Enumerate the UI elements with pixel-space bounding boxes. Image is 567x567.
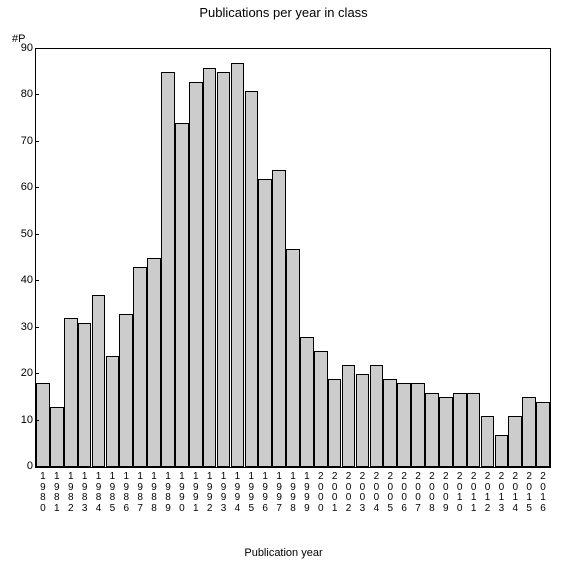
bar [300,337,314,467]
bar [439,397,453,467]
xtick-label: 2 0 1 0 [456,472,464,514]
bar [508,416,522,467]
xtick-label: 1 9 8 6 [122,472,130,514]
bar [50,407,64,467]
bar [370,365,384,467]
xtick-label: 2 0 0 0 [317,472,325,514]
ytick-mark [35,373,39,374]
xtick-label: 2 0 0 6 [400,472,408,514]
ytick-mark [35,420,39,421]
xtick-label: 2 0 1 3 [497,472,505,514]
xtick-label: 2 0 0 2 [345,472,353,514]
xtick-label: 1 9 8 5 [108,472,116,514]
xtick-label: 1 9 8 1 [53,472,61,514]
bar [78,323,92,467]
ytick-label: 70 [5,136,33,147]
bar [453,393,467,467]
bar [92,295,106,467]
bar [119,314,133,467]
xtick-label: 1 9 8 0 [39,472,47,514]
xtick-label: 2 0 0 7 [414,472,422,514]
xtick-label: 2 0 1 1 [470,472,478,514]
xtick-label: 2 0 0 5 [386,472,394,514]
bar [133,267,147,467]
ytick-mark [35,187,39,188]
bar [217,72,231,467]
xtick-label: 1 9 9 9 [303,472,311,514]
bar [495,435,509,468]
bar [536,402,550,467]
ytick-mark [35,94,39,95]
xtick-label: 1 9 9 4 [233,472,241,514]
bar [258,179,272,467]
ytick-mark [35,466,39,467]
xtick-label: 1 9 8 7 [136,472,144,514]
bar [203,68,217,467]
bar [397,383,411,467]
xtick-label: 1 9 9 6 [261,472,269,514]
xtick-label: 1 9 9 8 [289,472,297,514]
xtick-label: 2 0 0 8 [428,472,436,514]
bar [342,365,356,467]
xtick-label: 1 9 8 4 [95,472,103,514]
bar [161,72,175,467]
xtick-label: 1 9 8 3 [81,472,89,514]
ytick-label: 90 [5,43,33,54]
bar [481,416,495,467]
bar [356,374,370,467]
xtick-label: 2 0 0 9 [442,472,450,514]
xtick-label: 1 9 8 8 [150,472,158,514]
ytick-label: 50 [5,229,33,240]
ytick-label: 20 [5,368,33,379]
bar [467,393,481,467]
bar [383,379,397,467]
xtick-label: 2 0 0 1 [331,472,339,514]
ytick-mark [35,327,39,328]
bar [189,82,203,467]
bar [272,170,286,467]
ytick-label: 30 [5,322,33,333]
ytick-mark [35,280,39,281]
bar [314,351,328,467]
ytick-label: 0 [5,461,33,472]
bar [245,91,259,467]
xtick-label: 2 0 0 4 [372,472,380,514]
xtick-label: 1 9 8 9 [164,472,172,514]
plot-area [35,48,551,468]
ytick-label: 60 [5,182,33,193]
bar [147,258,161,467]
ytick-label: 40 [5,275,33,286]
bar [522,397,536,467]
ytick-mark [35,234,39,235]
xtick-label: 2 0 1 4 [511,472,519,514]
xtick-label: 2 0 1 5 [525,472,533,514]
bar [175,123,189,467]
xtick-label: 1 9 9 3 [220,472,228,514]
ytick-mark [35,141,39,142]
chart-title: Publications per year in class [0,5,567,20]
xtick-label: 2 0 1 6 [539,472,547,514]
x-axis-label: Publication year [0,547,567,559]
xtick-label: 2 0 1 2 [483,472,491,514]
xtick-label: 1 9 9 2 [206,472,214,514]
bar [328,379,342,467]
ytick-label: 80 [5,89,33,100]
ytick-mark [35,48,39,49]
xtick-label: 1 9 9 0 [178,472,186,514]
ytick-label: 10 [5,415,33,426]
xtick-label: 1 9 9 1 [192,472,200,514]
xtick-label: 1 9 8 2 [67,472,75,514]
bar [411,383,425,467]
bar [106,356,120,467]
xtick-label: 1 9 9 5 [247,472,255,514]
bar [36,383,50,467]
xtick-label: 1 9 9 7 [275,472,283,514]
bar [64,318,78,467]
chart-container: Publications per year in class #P Public… [0,0,567,567]
bar [425,393,439,467]
xtick-label: 2 0 0 3 [358,472,366,514]
bar [231,63,245,467]
bar [286,249,300,467]
